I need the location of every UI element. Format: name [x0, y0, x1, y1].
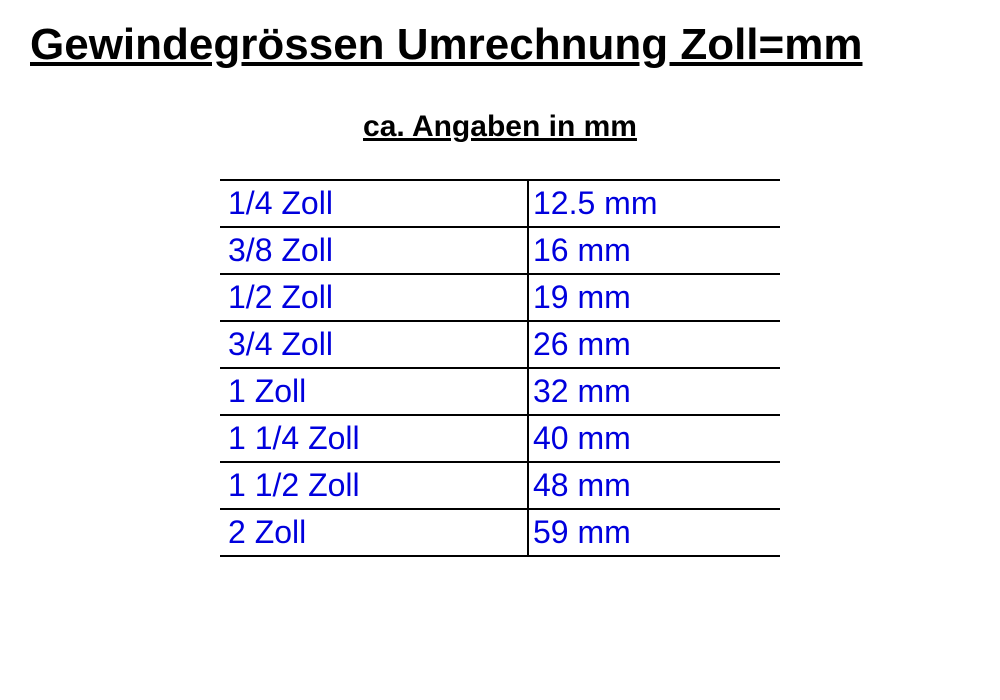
mm-cell: 19 mm: [528, 274, 780, 321]
zoll-cell: 1/4 Zoll: [220, 180, 528, 227]
mm-cell: 32 mm: [528, 368, 780, 415]
mm-cell: 40 mm: [528, 415, 780, 462]
mm-cell: 12.5 mm: [528, 180, 780, 227]
zoll-cell: 2 Zoll: [220, 509, 528, 556]
zoll-cell: 1 1/2 Zoll: [220, 462, 528, 509]
table-row: 1 Zoll 32 mm: [220, 368, 780, 415]
page-title: Gewindegrössen Umrechnung Zoll=mm: [30, 20, 970, 70]
table-row: 2 Zoll 59 mm: [220, 509, 780, 556]
zoll-cell: 1 1/4 Zoll: [220, 415, 528, 462]
zoll-cell: 3/4 Zoll: [220, 321, 528, 368]
mm-cell: 16 mm: [528, 227, 780, 274]
zoll-cell: 1 Zoll: [220, 368, 528, 415]
table-row: 1/2 Zoll 19 mm: [220, 274, 780, 321]
zoll-cell: 3/8 Zoll: [220, 227, 528, 274]
mm-cell: 26 mm: [528, 321, 780, 368]
mm-cell: 59 mm: [528, 509, 780, 556]
table-row: 3/4 Zoll 26 mm: [220, 321, 780, 368]
table-row: 1 1/4 Zoll 40 mm: [220, 415, 780, 462]
table-row: 1 1/2 Zoll 48 mm: [220, 462, 780, 509]
table-row: 1/4 Zoll 12.5 mm: [220, 180, 780, 227]
conversion-table: 1/4 Zoll 12.5 mm 3/8 Zoll 16 mm 1/2 Zoll…: [220, 179, 780, 557]
zoll-cell: 1/2 Zoll: [220, 274, 528, 321]
page-subtitle: ca. Angaben in mm: [30, 110, 970, 144]
table-row: 3/8 Zoll 16 mm: [220, 227, 780, 274]
mm-cell: 48 mm: [528, 462, 780, 509]
